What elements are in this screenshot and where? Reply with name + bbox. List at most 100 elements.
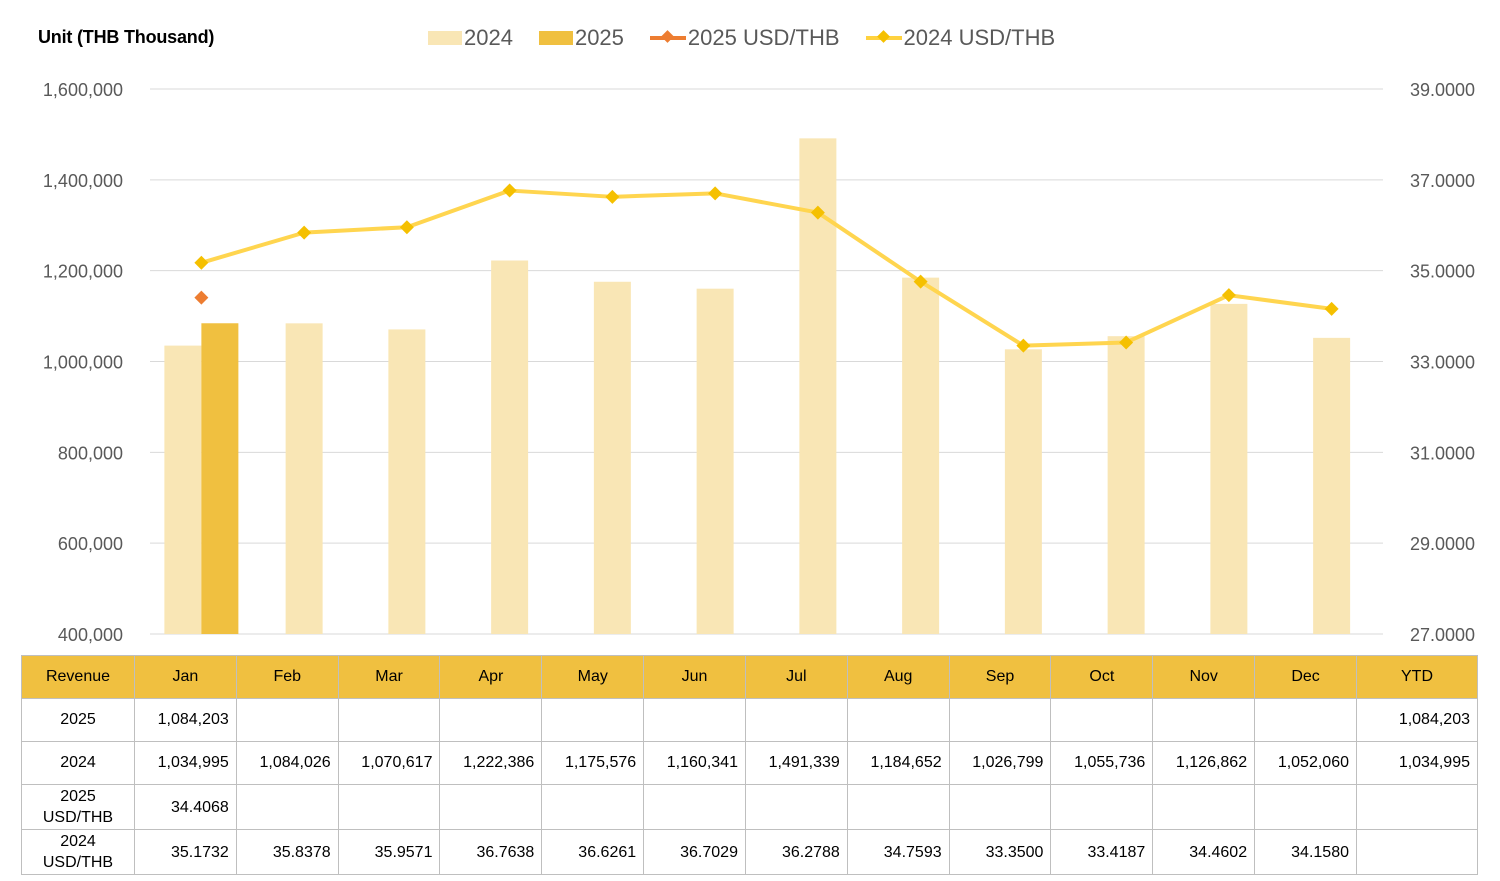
table-header-cell: Aug [846,655,950,699]
bar-2024 [593,281,631,634]
unit-label: Unit (THB Thousand) [38,27,215,47]
chart-canvas: 400,000 27.0000 600,000 29.0000 800,000 31.00… [43,80,1475,645]
row-label-cell: 2025 [21,698,135,742]
table-cell: 1,084,203 [134,698,237,742]
y-right-tick-label: 37.0000 [1410,171,1475,191]
y-left-tick-label: 1,400,000 [43,171,123,191]
table-cell: 1,034,995 [1356,741,1478,785]
table-cell [744,784,848,830]
bar-2024 [902,277,940,634]
y-right-tick-label: 29.0000 [1410,534,1475,554]
table-cell: 33.3500 [948,829,1052,875]
legend-label-2024-usdthb: 2024 USD/THB [903,25,1056,50]
table-cell: 1,084,203 [1356,698,1478,742]
legend-swatch-2025-usdthb [649,30,686,43]
usdthb-2024-point [708,186,723,201]
table-cell: 1,160,341 [643,741,746,785]
table-cell [643,784,746,830]
table-header-cell: Feb [235,655,339,699]
table-cell: 1,070,617 [337,741,441,785]
table-cell: 34.1580 [1254,829,1357,875]
legend-label-2024: 2024 [464,25,513,50]
table-cell [744,698,848,742]
table-cell [439,784,543,830]
table-cell: 36.6261 [541,829,645,875]
table-cell [439,698,543,742]
legend-label-2025: 2025 [574,25,624,50]
legend-item-2025: 2025 [538,25,624,51]
legend-item-2024-usdthb: 2024 USD/THB [865,25,1056,51]
table-header-cell: Jan [134,655,237,699]
table-cell [1254,784,1357,830]
table-header-cell: Jun [643,655,746,699]
bar-2024 [696,288,734,634]
usdthb-2024-point [605,189,620,204]
y-right-tick-label: 31.0000 [1410,443,1475,463]
row-label-cell: 2025 USD/THB [21,784,135,830]
table-cell [1152,698,1256,742]
y-right-tick-label: 27.0000 [1410,625,1475,645]
table-cell: 34.4602 [1152,829,1256,875]
y-left-tick-label: 800,000 [58,443,123,463]
bar-2024 [285,323,323,634]
y-left-tick-label: 400,000 [58,625,123,645]
table-cell: 34.4068 [134,784,237,830]
table-header-cell: Sep [948,655,1052,699]
table-cell [846,698,950,742]
y-left-tick-label: 600,000 [58,534,123,554]
table-cell [1152,784,1256,830]
table-header-cell: Revenue [21,655,135,699]
row-2024: 2024 1,034,995 1,084,026 1,070,617 1,222,386… [21,741,1478,785]
row-2025-usdthb: 2025 USD/THB 34.4068 [21,784,1478,830]
legend-swatch-2025 [538,31,573,45]
table-cell [948,784,1052,830]
table-cell: 33.4187 [1050,829,1154,875]
table-header-cell: Oct [1050,655,1154,699]
table-cell: 1,126,862 [1152,741,1256,785]
table-cell: 36.7638 [439,829,543,875]
legend-item-2024: 2024 [428,25,513,51]
usdthb-2024-point [913,274,928,289]
y-right-tick-label: 35.0000 [1410,262,1475,282]
legend-label-2025-usdthb: 2025 USD/THB [687,25,840,50]
table-cell [1050,784,1154,830]
table-cell [337,698,441,742]
table-header-cell: May [541,655,645,699]
table-cell [1254,698,1357,742]
table-cell [235,698,339,742]
table-cell: 1,026,799 [948,741,1052,785]
bar-2024 [388,329,426,634]
table-cell: 36.2788 [744,829,848,875]
table-header-row: Revenue Jan Feb Mar Apr May Jun Jul Aug Sep Oct Nov… [21,655,1478,699]
y-right-tick-label: 33.0000 [1410,353,1475,373]
usdthb-2024-point [810,205,825,220]
usdthb-2024-point [1324,301,1339,316]
table-cell [337,784,441,830]
usdthb-2024-point [502,183,517,198]
table-cell: 35.1732 [134,829,237,875]
row-2025: 2025 1,084,203 1,084,203 [21,698,1478,742]
usdthb-2024-point [1016,338,1031,353]
usdthb-2024-point [297,225,312,240]
bar-2024 [164,345,202,634]
table-cell [643,698,746,742]
bar-2024 [491,260,529,634]
table-cell [1050,698,1154,742]
table-cell: 1,175,576 [541,741,645,785]
table-header-cell: Nov [1152,655,1256,699]
table-cell: 36.7029 [643,829,746,875]
bar-2024 [1107,336,1145,634]
table-cell [1356,784,1478,830]
table-cell: 34.7593 [846,829,950,875]
table-cell [541,784,645,830]
y-right-tick-label: 39.0000 [1410,80,1475,100]
table-cell: 1,055,736 [1050,741,1154,785]
table-cell: 1,222,386 [439,741,543,785]
y-left-tick-label: 1,000,000 [43,353,123,373]
table-header-cell: YTD [1356,655,1478,699]
row-2024-usdthb: 2024 USD/THB 35.1732 35.8378 35.9571 36.7638 3… [21,829,1478,875]
usdthb-2024-point [1221,288,1236,303]
legend-item-2025-usdthb: 2025 USD/THB [649,25,840,51]
bar-2025 [201,323,239,634]
legend-swatch-2024-usdthb [865,30,902,43]
